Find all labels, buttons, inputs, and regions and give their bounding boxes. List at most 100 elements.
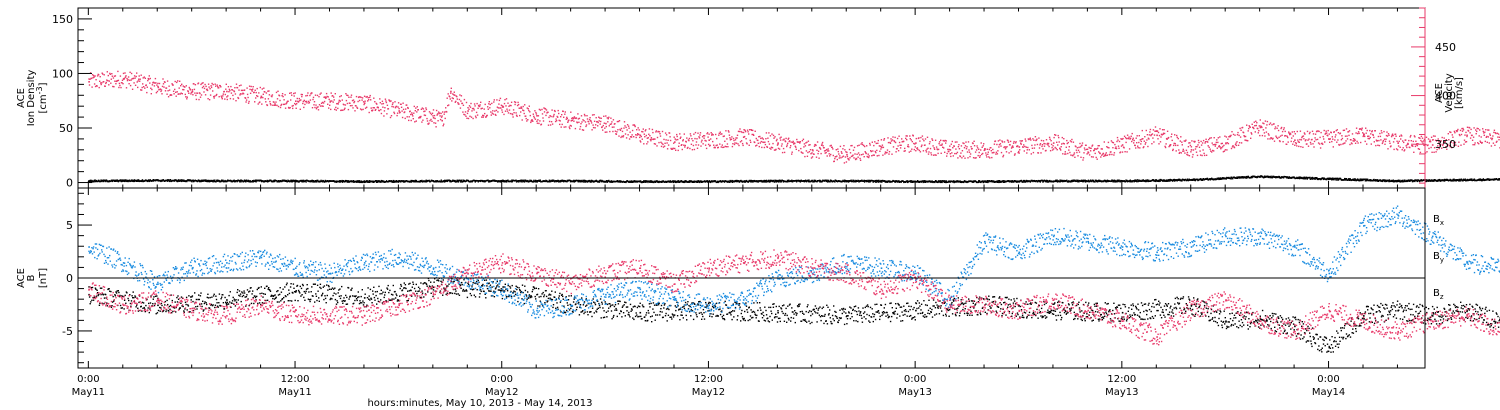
data-point: [206, 89, 209, 92]
data-point: [425, 107, 427, 109]
data-point: [462, 181, 464, 183]
data-point: [1248, 127, 1250, 130]
data-point: [406, 116, 408, 118]
data-point: [794, 145, 796, 147]
data-point: [1161, 129, 1164, 131]
data-point: [382, 102, 385, 105]
data-point: [647, 141, 649, 143]
data-point: [1285, 135, 1287, 137]
data-point: [166, 179, 168, 182]
data-point: [642, 181, 644, 183]
data-point: [312, 96, 315, 99]
data-point: [511, 113, 513, 115]
data-point: [138, 179, 140, 182]
data-point: [1273, 123, 1275, 125]
data-point: [443, 113, 445, 115]
data-point: [190, 93, 192, 95]
data-point: [775, 179, 777, 182]
data-point: [1020, 143, 1022, 145]
data-point: [643, 181, 646, 183]
data-point: [799, 142, 801, 144]
data-point: [967, 141, 970, 143]
data-point: [1077, 149, 1080, 151]
data-point: [962, 142, 964, 144]
data-point: [487, 106, 489, 108]
data-point: [606, 117, 608, 119]
data-point: [562, 179, 564, 182]
data-point: [679, 181, 681, 183]
data-point: [542, 120, 545, 122]
data-point: [824, 152, 826, 154]
data-point: [1445, 139, 1447, 141]
data-point: [497, 180, 500, 183]
data-point: [739, 141, 742, 143]
data-point: [948, 150, 950, 153]
data-point: [1023, 144, 1025, 146]
data-point: [786, 145, 788, 148]
data-point: [363, 102, 366, 104]
data-point: [502, 179, 504, 181]
data-point: [1283, 127, 1285, 129]
data-point: [212, 181, 214, 183]
data-point: [218, 87, 220, 89]
data-point: [1032, 138, 1034, 140]
data-point: [843, 145, 845, 147]
data-point: [988, 156, 990, 158]
data-point: [693, 133, 695, 135]
data-point: [428, 111, 431, 113]
data-point: [745, 138, 747, 140]
data-point: [89, 179, 91, 182]
data-point: [1182, 148, 1184, 151]
data-point: [767, 179, 770, 182]
data-point: [960, 152, 962, 154]
data-point: [1165, 137, 1168, 140]
data-point: [210, 85, 212, 87]
data-point: [501, 111, 504, 113]
data-point: [108, 84, 110, 86]
data-point: [1281, 130, 1284, 133]
data-point: [799, 141, 801, 143]
data-point: [828, 153, 830, 155]
data-point: [629, 131, 631, 133]
data-point: [657, 130, 660, 133]
data-point: [395, 181, 397, 183]
data-point: [749, 179, 751, 182]
data-point: [303, 99, 305, 102]
data-point: [976, 145, 978, 147]
data-point: [1444, 141, 1446, 143]
data-point: [582, 181, 585, 183]
data-point: [504, 99, 506, 101]
data-point: [439, 115, 441, 117]
data-point: [825, 180, 827, 183]
data-point: [572, 180, 575, 183]
data-point: [587, 121, 590, 123]
data-point: [1456, 130, 1459, 132]
data-point: [1040, 139, 1043, 142]
data-point: [239, 179, 242, 181]
data-point: [696, 180, 698, 182]
data-point: [643, 180, 645, 182]
data-point: [1314, 137, 1316, 139]
data-point: [271, 94, 274, 96]
data-point: [351, 104, 353, 107]
data-point: [131, 88, 134, 90]
data-point: [697, 132, 699, 134]
data-point: [839, 145, 842, 148]
data-point: [934, 139, 937, 141]
data-point: [1010, 150, 1012, 153]
data-point: [557, 180, 560, 182]
data-point: [763, 146, 766, 149]
data-point: [1049, 150, 1052, 152]
data-point: [410, 179, 412, 182]
data-point: [1199, 150, 1201, 152]
data-point: [1170, 144, 1172, 146]
data-point: [248, 100, 250, 103]
data-point: [435, 109, 438, 112]
data-point: [496, 106, 499, 108]
data-point: [647, 181, 649, 184]
data-point: [187, 180, 190, 182]
data-point: [1096, 148, 1098, 150]
data-point: [1201, 142, 1204, 144]
data-point: [175, 91, 177, 93]
data-point: [129, 71, 131, 73]
